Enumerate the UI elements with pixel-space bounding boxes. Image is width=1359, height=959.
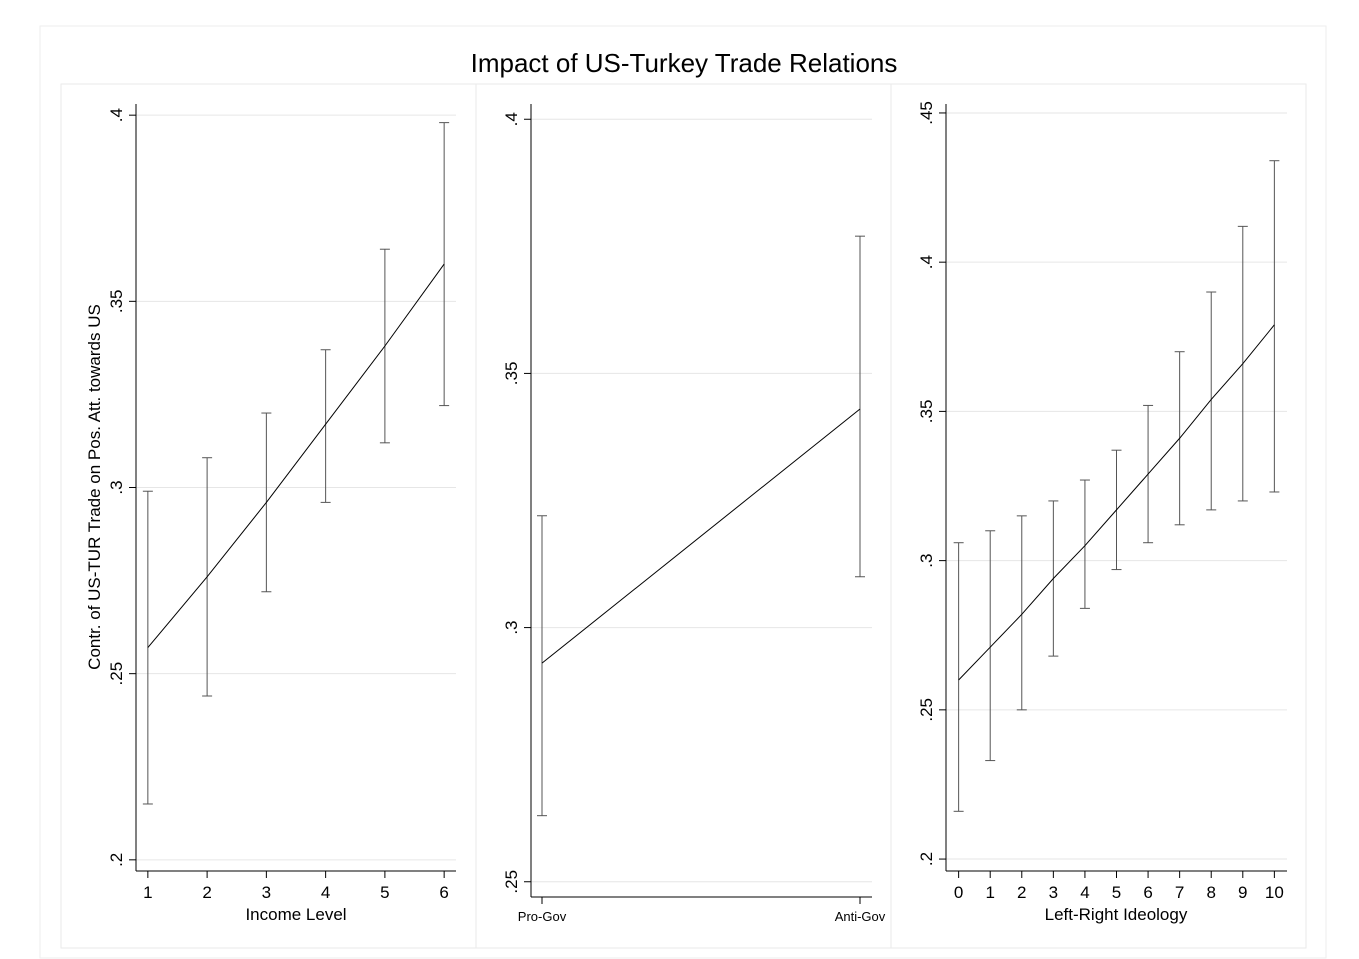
panel-ideology-background: [890, 83, 1307, 949]
x-tick-label: 3: [1049, 883, 1058, 902]
y-tick-label: .35: [917, 400, 936, 424]
panel-ideology-fit: [958, 324, 1275, 681]
y-tick-label: .35: [502, 362, 521, 386]
panel-income-grid: [136, 114, 456, 861]
y-tick-label: .3: [502, 620, 521, 634]
x-tick-label: 8: [1206, 883, 1215, 902]
fitted-line: [541, 408, 861, 664]
fitted-line: [958, 324, 1275, 681]
y-tick-label: .25: [107, 662, 126, 686]
panel-ideology: .2 .25 .3 .35 .4 .45 0 1 2 3 4 5 6 7 8 9 10 Left-Right …: [890, 83, 1307, 949]
x-tick-label: 3: [262, 883, 271, 902]
y-tick-label: .2: [917, 852, 936, 866]
x-tick-label: 10: [1265, 883, 1284, 902]
panel-government-fit: [541, 408, 861, 664]
panel-income-fit: [147, 263, 445, 648]
x-tick-label: 5: [1112, 883, 1121, 902]
panel-ideology-y-ticks: .2 .25 .3 .35 .4 .45: [917, 101, 946, 866]
y-tick-label: .4: [107, 108, 126, 122]
x-tick-label: 4: [321, 883, 330, 902]
panel-income-xlabel: Income Level: [245, 905, 346, 924]
panel-government-y-ticks: .25 .3 .35 .4: [502, 112, 531, 894]
x-tick-label: Pro-Gov: [518, 909, 567, 924]
panel-ideology-x-ticks: 0 1 2 3 4 5 6 7 8 9 10: [954, 871, 1284, 902]
x-tick-label: 6: [439, 883, 448, 902]
x-tick-label: 1: [143, 883, 152, 902]
x-tick-label: 2: [1017, 883, 1026, 902]
panel-income-y-ticks: .2 .25 .3 .35 .4: [107, 108, 136, 867]
panel-income: .2 .25 .3 .35 .4 1 2 3 4 5 6 Contr. of US-TUR Tra…: [60, 83, 477, 949]
fitted-line: [147, 263, 445, 648]
x-tick-label: Anti-Gov: [835, 909, 886, 924]
panel-ideology-xlabel: Left-Right Ideology: [1045, 905, 1188, 924]
x-tick-label: 2: [202, 883, 211, 902]
panel-income-x-ticks: 1 2 3 4 5 6: [143, 871, 449, 902]
y-tick-label: .4: [917, 255, 936, 269]
x-tick-label: 7: [1175, 883, 1184, 902]
x-tick-label: 6: [1143, 883, 1152, 902]
panel-income-background: [60, 83, 477, 949]
y-tick-label: .25: [502, 870, 521, 894]
panel-income-ylabel: Contr. of US-TUR Trade on Pos. Att. towa…: [85, 304, 104, 670]
y-tick-label: .25: [917, 698, 936, 722]
panel-government: .25 .3 .35 .4 Pro-Gov Anti-Gov: [475, 83, 892, 949]
panel-government-x-ticks: Pro-Gov Anti-Gov: [518, 897, 886, 924]
x-tick-label: 4: [1080, 883, 1089, 902]
y-tick-label: .3: [107, 480, 126, 494]
x-tick-label: 1: [985, 883, 994, 902]
panel-government-grid: [531, 118, 872, 883]
x-tick-label: 5: [380, 883, 389, 902]
y-tick-label: .45: [917, 101, 936, 125]
y-tick-label: .35: [107, 290, 126, 314]
panel-government-ci-bars: [537, 235, 865, 817]
x-tick-label: 9: [1238, 883, 1247, 902]
figure-title: Impact of US-Turkey Trade Relations: [471, 48, 898, 78]
y-tick-label: .3: [917, 554, 936, 568]
x-tick-label: 0: [954, 883, 963, 902]
y-tick-label: .2: [107, 853, 126, 867]
panel-government-axes: [530, 104, 872, 898]
y-tick-label: .4: [502, 112, 521, 126]
